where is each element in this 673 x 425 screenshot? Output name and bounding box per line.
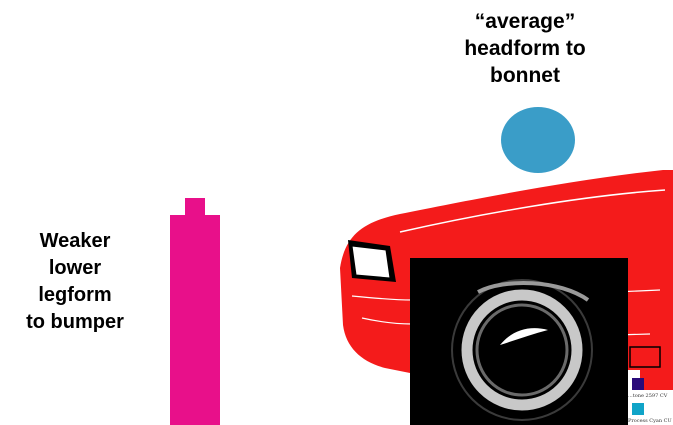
bumper-line-lower: [361, 317, 413, 325]
body-crease-line: [399, 189, 666, 233]
headform-label: “average” headform to bonnet: [440, 8, 610, 89]
bumper-line-upper: [351, 295, 413, 301]
legform-body: [170, 215, 220, 425]
legform-label-line-3: legform: [38, 284, 112, 306]
headform-label-line-1: “average”: [474, 10, 576, 33]
legform-label-line-2: lower: [48, 257, 102, 279]
headform-label-line-3: bonnet: [490, 64, 560, 87]
hub: [482, 310, 562, 390]
legform-label-line-1: Weaker: [39, 230, 111, 252]
headform-label-line-2: headform to: [464, 37, 586, 60]
swatch-1: [632, 378, 644, 390]
rim-inner-shadow: [475, 303, 569, 397]
swatch-2: [632, 403, 644, 415]
swatch-1-label: ...tone 2597 CV: [628, 393, 668, 399]
headform-shape: [501, 107, 575, 173]
swatch-2-label: Process Cyan CU: [628, 418, 672, 424]
headlight-lens: [351, 245, 391, 279]
side-marker: [629, 346, 661, 368]
legform-shape: [170, 198, 220, 425]
fender-arc: [477, 281, 590, 302]
hub-highlight: [500, 328, 548, 345]
wheel: [410, 258, 628, 425]
legform-label-line-4: to bumper: [26, 311, 124, 333]
legform-top-tab: [185, 198, 205, 218]
legform-label: Weaker lower legform to bumper: [0, 228, 150, 336]
color-swatches: ...tone 2597 CV Process Cyan CU: [628, 378, 672, 424]
